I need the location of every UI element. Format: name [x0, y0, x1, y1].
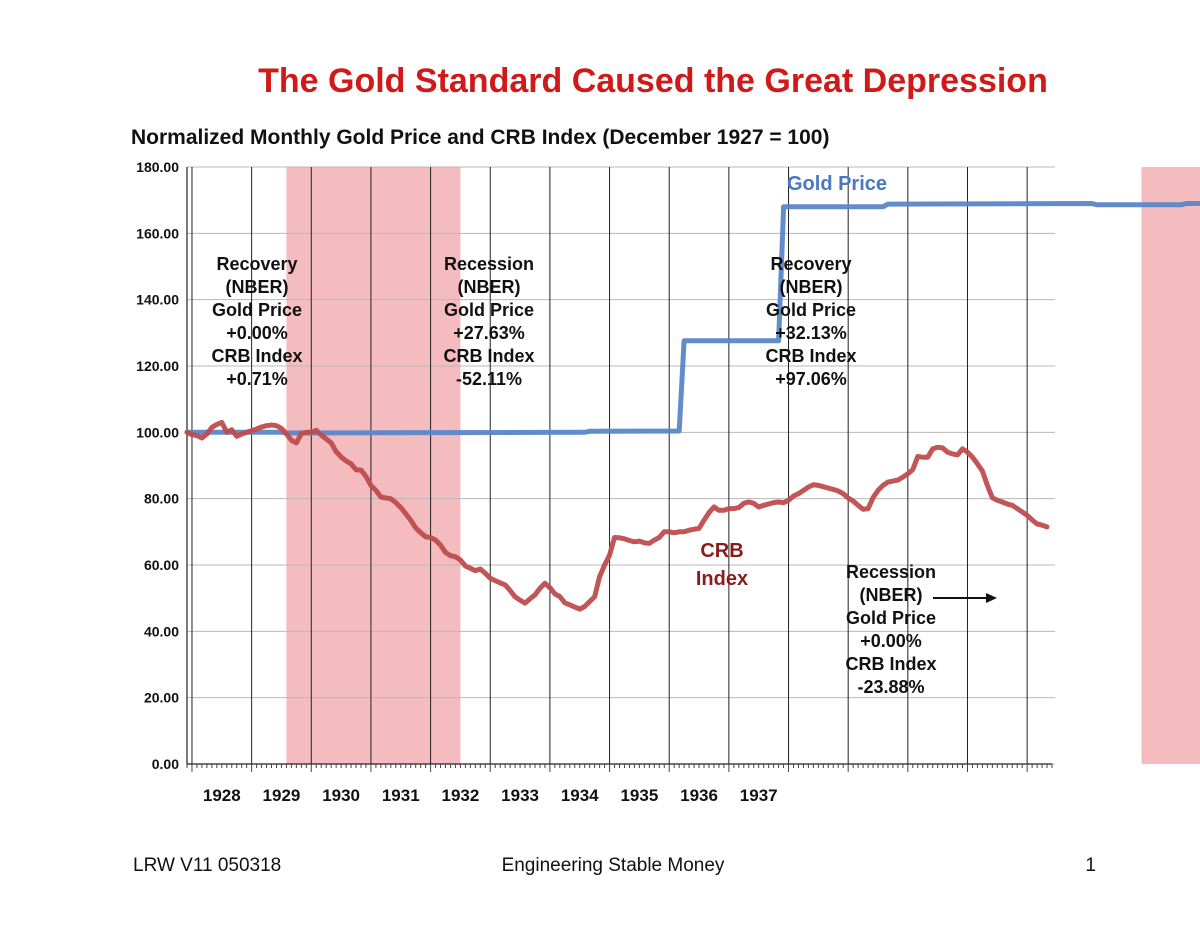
- y-tick-label: 80.00: [144, 491, 179, 507]
- annotation-line: -52.11%: [456, 369, 522, 389]
- crb-series-label-line2: Index: [696, 568, 748, 590]
- x-year-label: 1934: [561, 786, 599, 805]
- x-year-label: 1928: [203, 786, 241, 805]
- annotation-line: +0.00%: [860, 631, 922, 651]
- gold-price-series-label: Gold Price: [787, 173, 887, 195]
- annotation-recession-1929: Recession (NBER) Gold Price +27.63% CRB Inde…: [443, 254, 534, 389]
- x-year-label: 1929: [263, 786, 301, 805]
- chart-title: Normalized Monthly Gold Price and CRB In…: [131, 126, 830, 149]
- annotation-line: +97.06%: [775, 369, 847, 389]
- annotation-line: (NBER): [226, 277, 289, 297]
- crb-index-line: [184, 419, 1050, 612]
- annotation-line: +32.13%: [775, 323, 847, 343]
- label-group: Gold Price CRB Index Recovery (NBER) Gold Pri…: [211, 173, 997, 697]
- x-year-label: 1930: [322, 786, 360, 805]
- annotation-line: -23.88%: [857, 677, 924, 697]
- recession-shading-2: [1141, 167, 1200, 764]
- annotation-recovery-1928: Recovery (NBER) Gold Price +0.00% CRB Index +…: [211, 254, 302, 389]
- annotation-line: +0.00%: [226, 323, 288, 343]
- annotation-line: Gold Price: [846, 608, 936, 628]
- x-year-label: 1933: [501, 786, 539, 805]
- annotation-line: CRB Index: [443, 346, 534, 366]
- crb-series-label-line1: CRB: [700, 540, 743, 562]
- recession-shading-group: [286, 167, 1200, 764]
- y-tick-label: 100.00: [136, 424, 179, 440]
- annotation-line: Recovery: [770, 254, 851, 274]
- annotation-line: Recession: [846, 562, 936, 582]
- x-year-label: 1936: [680, 786, 718, 805]
- annotation-line: CRB Index: [845, 654, 936, 674]
- annotation-line: +0.71%: [226, 369, 288, 389]
- y-tick-label: 0.00: [152, 756, 179, 772]
- x-year-label: 1931: [382, 786, 420, 805]
- series-group: [184, 201, 1200, 612]
- x-year-label: 1935: [620, 786, 658, 805]
- footer-page-number: 1: [1085, 855, 1096, 876]
- footer-subject: Engineering Stable Money: [501, 855, 725, 876]
- annotation-recession-1937: Recession (NBER) Gold Price +0.00% CRB Index…: [845, 562, 936, 697]
- footer-version: LRW V11 050318: [133, 855, 282, 876]
- annotation-line: Gold Price: [212, 300, 302, 320]
- annotation-line: +27.63%: [453, 323, 525, 343]
- x-year-label: 1937: [740, 786, 778, 805]
- axes-group: 0.00 20.00 40.00 60.00 80.00 100.00 120.00 140.…: [136, 159, 1053, 805]
- recession-shading-1: [286, 167, 461, 764]
- x-year-label: 1932: [442, 786, 480, 805]
- annotation-line: Gold Price: [766, 300, 856, 320]
- annotation-line: (NBER): [860, 585, 923, 605]
- annotation-line: CRB Index: [211, 346, 302, 366]
- y-tick-label: 20.00: [144, 690, 179, 706]
- slide-title: The Gold Standard Caused the Great Depre…: [258, 62, 1048, 100]
- y-tick-label: 120.00: [136, 358, 179, 374]
- y-tick-label: 60.00: [144, 557, 179, 573]
- annotation-recovery-1933: Recovery (NBER) Gold Price +32.13% CRB Index…: [765, 254, 856, 389]
- y-tick-label: 160.00: [136, 225, 179, 241]
- annotation-line: (NBER): [458, 277, 521, 297]
- annotation-line: (NBER): [780, 277, 843, 297]
- annotation-line: Recovery: [216, 254, 297, 274]
- gold-price-line: [184, 201, 1200, 436]
- recession-arrow-head: [986, 593, 997, 603]
- y-tick-label: 180.00: [136, 159, 179, 175]
- annotation-line: Recession: [444, 254, 534, 274]
- y-tick-label: 140.00: [136, 292, 179, 308]
- y-tick-label: 40.00: [144, 623, 179, 639]
- annotation-line: Gold Price: [444, 300, 534, 320]
- annotation-line: CRB Index: [765, 346, 856, 366]
